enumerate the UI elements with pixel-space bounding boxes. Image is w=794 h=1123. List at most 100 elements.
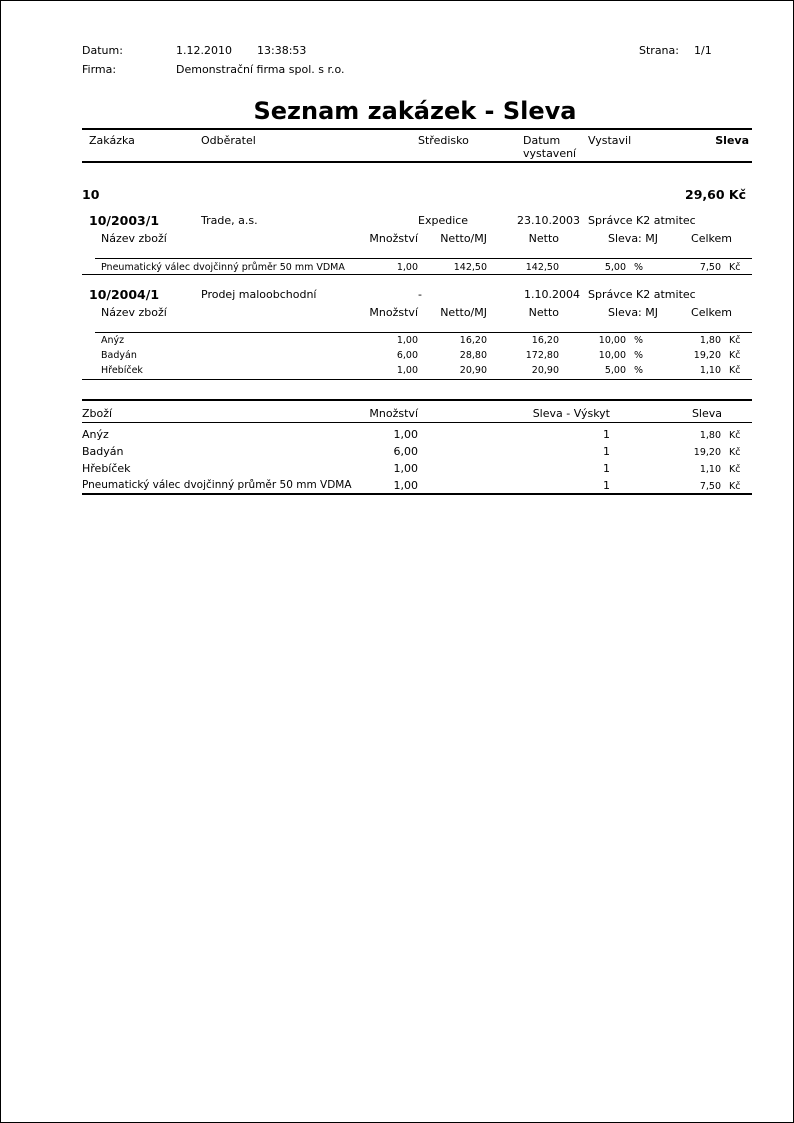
report-title: Seznam zakázek - Sleva (253, 97, 577, 125)
item-discount-unit: % (634, 365, 644, 376)
divider (82, 379, 752, 380)
item-net-unit: 20,90 (459, 365, 487, 376)
summary-qty: 1,00 (393, 428, 419, 441)
order-center: Expedice (418, 214, 469, 227)
item-qty: 1,00 (396, 335, 418, 346)
summary-currency: Kč (729, 430, 741, 441)
item-qty: 1,00 (396, 262, 418, 273)
item-col-net: Netto (528, 232, 559, 245)
divider (82, 493, 752, 495)
summary-discount: 1,80 (699, 430, 721, 441)
order-issued-by: Správce K2 atmitec (588, 214, 696, 227)
item-col-total: Celkem (691, 232, 732, 245)
item-col-name: Název zboží (101, 306, 167, 319)
summary-discount: 19,20 (693, 447, 721, 458)
item-currency: Kč (729, 335, 741, 346)
date-label: Datum: (82, 44, 123, 57)
divider (95, 258, 752, 259)
summary-name: Badyán (82, 445, 124, 458)
item-discount: 10,00 (598, 350, 626, 361)
divider (95, 332, 752, 333)
col-date-line1: Datum (523, 134, 561, 147)
item-name: Pneumatický válec dvojčinný průměr 50 mm… (101, 262, 345, 273)
item-col-discount-unit: Sleva: MJ (608, 306, 658, 319)
col-customer: Odběratel (201, 134, 256, 147)
order-center: - (418, 288, 422, 301)
item-discount: 5,00 (604, 262, 626, 273)
item-net-unit: 28,80 (459, 350, 487, 361)
item-name: Hřebíček (101, 365, 143, 376)
item-col-qty: Množství (369, 306, 418, 319)
divider (82, 274, 752, 275)
summary-col-goods: Zboží (82, 407, 113, 420)
item-total: 1,10 (699, 365, 721, 376)
item-qty: 6,00 (396, 350, 418, 361)
item-net-unit: 16,20 (459, 335, 487, 346)
summary-name: Hřebíček (82, 462, 131, 475)
item-col-net: Netto (528, 306, 559, 319)
summary-occurrence: 1 (603, 479, 610, 492)
col-discount: Sleva (715, 134, 749, 147)
item-total: 7,50 (699, 262, 721, 273)
divider (82, 128, 752, 130)
summary-qty: 1,00 (393, 479, 419, 492)
summary-col-occurrence: Sleva - Výskyt (532, 407, 610, 420)
page-number: 1/1 (694, 44, 712, 57)
divider (82, 399, 752, 401)
item-net: 16,20 (531, 335, 559, 346)
summary-qty: 1,00 (393, 462, 419, 475)
col-issued-by: Vystavil (588, 134, 632, 147)
item-discount-unit: % (634, 335, 644, 346)
divider (82, 422, 752, 423)
summary-currency: Kč (729, 481, 741, 492)
order-date: 23.10.2003 (517, 214, 580, 227)
summary-name: Anýz (82, 428, 109, 441)
item-col-qty: Množství (369, 232, 418, 245)
item-net: 142,50 (525, 262, 559, 273)
summary-col-qty: Množství (369, 407, 418, 420)
col-center: Středisko (418, 134, 469, 147)
item-col-total: Celkem (691, 306, 732, 319)
item-col-name: Název zboží (101, 232, 167, 245)
order-date: 1.10.2004 (524, 288, 580, 301)
summary-discount: 7,50 (699, 481, 721, 492)
group-name: 10 (82, 187, 100, 202)
summary-occurrence: 1 (603, 428, 610, 441)
order-number: 10/2003/1 (89, 213, 160, 228)
page-label: Strana: (639, 44, 679, 57)
summary-occurrence: 1 (603, 445, 610, 458)
col-date-line2: vystavení (523, 147, 577, 160)
group-total: 29,60 Kč (685, 187, 746, 202)
item-net: 20,90 (531, 365, 559, 376)
item-discount-unit: % (634, 350, 644, 361)
firm-value: Demonstrační firma spol. s r.o. (176, 63, 345, 76)
summary-discount: 1,10 (699, 464, 721, 475)
item-total: 19,20 (693, 350, 721, 361)
item-currency: Kč (729, 262, 741, 273)
item-name: Anýz (101, 335, 125, 346)
time-value: 13:38:53 (257, 44, 307, 57)
item-currency: Kč (729, 350, 741, 361)
item-col-net-unit: Netto/MJ (440, 232, 487, 245)
item-qty: 1,00 (396, 365, 418, 376)
date-value: 1.12.2010 (176, 44, 232, 57)
order-issued-by: Správce K2 atmitec (588, 288, 696, 301)
item-total: 1,80 (699, 335, 721, 346)
divider (82, 161, 752, 163)
item-currency: Kč (729, 365, 741, 376)
item-discount-unit: % (634, 262, 644, 273)
item-discount: 10,00 (598, 335, 626, 346)
item-name: Badyán (101, 350, 137, 361)
summary-occurrence: 1 (603, 462, 610, 475)
summary-currency: Kč (729, 464, 741, 475)
item-col-net-unit: Netto/MJ (440, 306, 487, 319)
order-customer: Prodej maloobchodní (201, 288, 317, 301)
col-order: Zakázka (89, 134, 135, 147)
summary-qty: 6,00 (393, 445, 419, 458)
item-net: 172,80 (525, 350, 559, 361)
order-customer: Trade, a.s. (201, 214, 258, 227)
item-col-discount-unit: Sleva: MJ (608, 232, 658, 245)
summary-currency: Kč (729, 447, 741, 458)
summary-col-discount: Sleva (691, 407, 722, 420)
